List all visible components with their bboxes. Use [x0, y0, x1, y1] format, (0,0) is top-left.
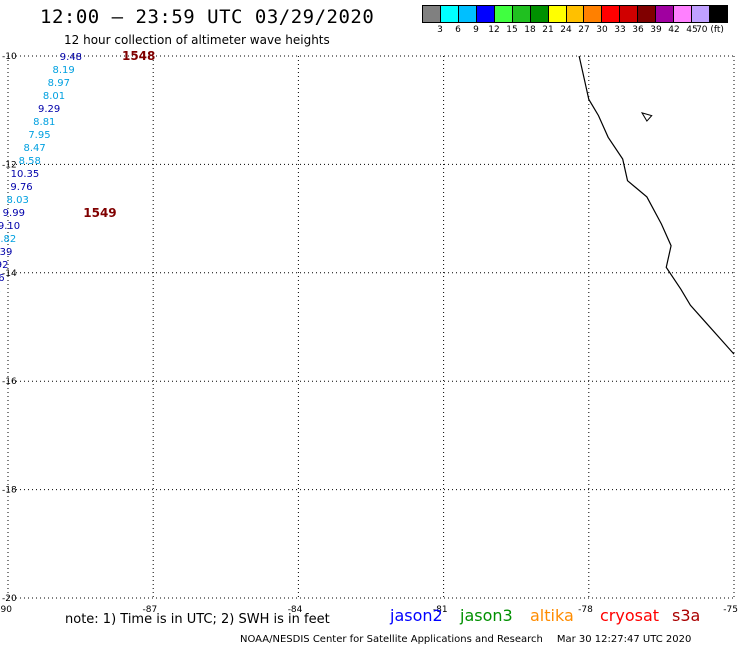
track-id-label: 1549: [83, 206, 116, 220]
wave-height-value: 9.92: [0, 260, 8, 271]
wave-height-value: 8.97: [48, 78, 70, 89]
wave-height-value: 9.29: [38, 104, 60, 115]
legend-label: 42: [668, 25, 680, 35]
track-id-label: 1548: [122, 49, 155, 63]
legend-label: 9: [473, 25, 479, 35]
legend-swatch: [548, 6, 567, 22]
wave-height-value: 8.82: [0, 234, 16, 245]
lon-tick-label: -75: [723, 605, 738, 615]
legend-swatch: [656, 6, 675, 22]
wave-height-value: 8.81: [33, 117, 55, 128]
legend-swatch: [710, 6, 727, 22]
color-scale-legend: 3 6 9 12 15 18 21 24 27 30 33 36 39 42 45 70 (ft): [422, 5, 728, 39]
island: [640, 112, 653, 122]
legend-swatch: [512, 6, 531, 22]
wave-height-value: 10.35: [11, 169, 40, 180]
wave-height-value: 8.19: [53, 65, 75, 76]
satellite-cryosat-label: cryosat: [600, 606, 660, 625]
lat-tick-label: -10: [2, 52, 17, 62]
legend-swatch: [458, 6, 477, 22]
legend-swatch: [584, 6, 603, 22]
legend-swatch: [692, 6, 710, 22]
wave-height-value: 9.10: [0, 221, 20, 232]
legend-swatch: [620, 6, 639, 22]
legend-label: 21: [542, 25, 554, 35]
satellite-jason2-label: jason2: [390, 606, 443, 625]
satellite-altika-label: altika: [530, 606, 574, 625]
wave-height-value: 9.39: [0, 247, 12, 258]
wave-height-value: 9.48: [60, 52, 82, 63]
wave-height-value: 8.58: [19, 156, 41, 167]
lat-tick-label: -12: [2, 160, 17, 170]
legend-swatch: [423, 6, 441, 22]
legend-swatch: [530, 6, 549, 22]
lat-tick-label: -20: [2, 594, 17, 604]
legend-label: 70 (ft): [696, 25, 724, 35]
wave-height-value: 9.99: [3, 208, 25, 219]
coastline: [578, 55, 735, 355]
legend-swatches: [422, 5, 728, 23]
satellite-s3a-label: s3a: [672, 606, 701, 625]
legend-swatch: [494, 6, 513, 22]
legend-label: 18: [524, 25, 536, 35]
lon-tick-label: -81: [433, 605, 448, 615]
lon-tick-label: -90: [0, 605, 12, 615]
wave-height-value: 9.46: [0, 273, 5, 284]
wave-height-value: 8.01: [43, 91, 65, 102]
legend-swatch: [566, 6, 585, 22]
legend-labels: 3 6 9 12 15 18 21 24 27 30 33 36 39 42 45 70 (ft): [422, 25, 728, 39]
legend-label: 45: [686, 25, 698, 35]
legend-label: 30: [596, 25, 608, 35]
lat-tick-label: -16: [2, 377, 17, 387]
map-title: 12:00 – 23:59 UTC 03/29/2020: [40, 6, 375, 28]
map-subtitle: 12 hour collection of altimeter wave hei…: [64, 33, 330, 47]
footnote: note: 1) Time is in UTC; 2) SWH is in fe…: [65, 612, 330, 627]
legend-label: 12: [488, 25, 500, 35]
legend-label: 33: [614, 25, 626, 35]
wave-height-value: 9.76: [10, 182, 32, 193]
lat-tick-label: -18: [2, 486, 17, 496]
timestamp: Mar 30 12:27:47 UTC 2020: [556, 634, 692, 645]
wave-height-value: 7.95: [28, 130, 50, 141]
wave-height-value: 8.03: [7, 195, 29, 206]
legend-swatch: [440, 6, 459, 22]
wave-height-value: 7.86: [0, 286, 1, 297]
legend-label: 24: [560, 25, 572, 35]
legend-swatch: [674, 6, 693, 22]
lat-tick-label: -14: [2, 269, 17, 279]
legend-label: 36: [632, 25, 644, 35]
lon-tick-label: -78: [578, 605, 593, 615]
credit-line: NOAA/NESDIS Center for Satellite Applica…: [240, 634, 691, 645]
legend-swatch: [638, 6, 657, 22]
legend-swatch: [602, 6, 621, 22]
legend-label: 27: [578, 25, 590, 35]
credit-text: NOAA/NESDIS Center for Satellite Applica…: [240, 634, 543, 645]
lon-tick-label: -84: [288, 605, 303, 615]
lon-tick-label: -87: [142, 605, 157, 615]
satellite-jason3-label: jason3: [460, 606, 513, 625]
legend-label: 3: [437, 25, 443, 35]
legend-label: 15: [506, 25, 518, 35]
legend-label: 6: [455, 25, 461, 35]
legend-swatch: [476, 6, 495, 22]
legend-label: 39: [650, 25, 662, 35]
wave-height-value: 8.47: [23, 143, 45, 154]
